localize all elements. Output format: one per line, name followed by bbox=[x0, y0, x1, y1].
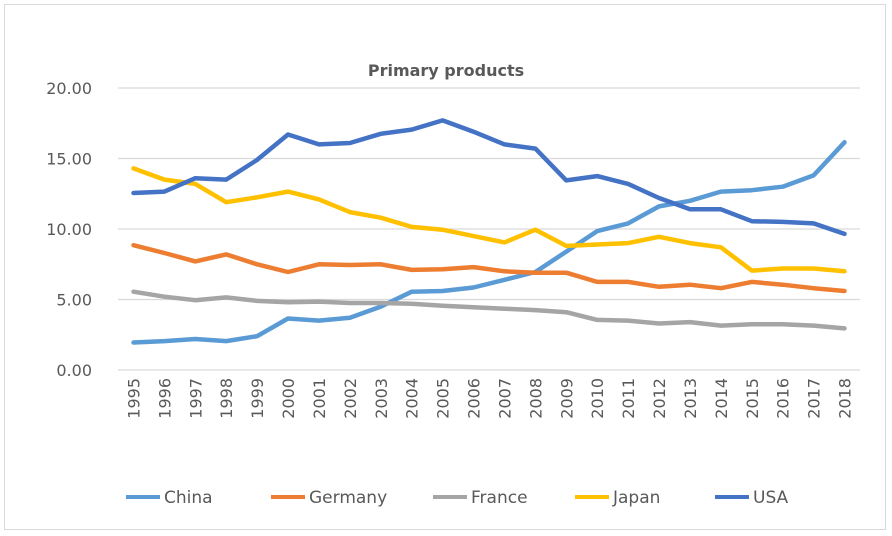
series-line-france bbox=[131, 289, 847, 331]
series-line-germany bbox=[131, 242, 847, 294]
x-tick-label: 2010 bbox=[588, 378, 607, 419]
y-tick-label: 0.00 bbox=[56, 361, 92, 380]
x-tick-label: 2000 bbox=[279, 378, 298, 419]
series-line-usa bbox=[131, 118, 847, 237]
x-tick-label: 2009 bbox=[557, 378, 576, 419]
legend-item-japan: Japan bbox=[575, 488, 660, 508]
legend-label: Germany bbox=[309, 488, 387, 508]
x-tick-label: 1998 bbox=[217, 378, 236, 419]
x-tick-label: 2017 bbox=[805, 378, 824, 419]
legend-item-france: France bbox=[433, 488, 528, 508]
x-tick-label: 2001 bbox=[310, 378, 329, 419]
x-tick-label: 2008 bbox=[526, 378, 545, 419]
x-tick-label: 1996 bbox=[155, 378, 174, 419]
legend-item-china: China bbox=[126, 488, 213, 508]
x-tick-label: 2016 bbox=[774, 378, 793, 419]
chart-area bbox=[4, 4, 886, 530]
x-tick-label: 2004 bbox=[403, 378, 422, 419]
x-tick-label: 1997 bbox=[186, 378, 205, 419]
legend-item-usa: USA bbox=[715, 488, 789, 508]
chart-title: Primary products bbox=[368, 61, 524, 80]
y-tick-label: 20.00 bbox=[46, 79, 92, 98]
x-tick-label: 1995 bbox=[124, 378, 143, 419]
x-tick-label: 2015 bbox=[743, 378, 762, 419]
y-tick-label: 5.00 bbox=[56, 291, 92, 310]
x-tick-label: 2003 bbox=[372, 378, 391, 419]
x-tick-label: 2005 bbox=[434, 378, 453, 419]
y-tick-label: 10.00 bbox=[46, 220, 92, 239]
legend-label: Japan bbox=[612, 488, 660, 508]
x-tick-label: 2014 bbox=[712, 378, 731, 419]
legend-label: France bbox=[471, 488, 528, 508]
x-tick-label: 1999 bbox=[248, 378, 267, 419]
y-tick-label: 15.00 bbox=[46, 150, 92, 169]
series-line-japan bbox=[131, 166, 847, 274]
x-tick-label: 2018 bbox=[836, 378, 855, 419]
x-tick-label: 2006 bbox=[465, 378, 484, 419]
x-tick-label: 2002 bbox=[341, 378, 360, 419]
x-tick-label: 2007 bbox=[495, 378, 514, 419]
legend-label: USA bbox=[753, 488, 789, 508]
legend-label: China bbox=[164, 488, 213, 508]
x-tick-label: 2012 bbox=[650, 378, 669, 419]
x-tick-label: 2011 bbox=[619, 378, 638, 419]
x-tick-label: 2013 bbox=[681, 378, 700, 419]
series-line-china bbox=[131, 140, 847, 345]
legend-item-germany: Germany bbox=[271, 488, 387, 508]
